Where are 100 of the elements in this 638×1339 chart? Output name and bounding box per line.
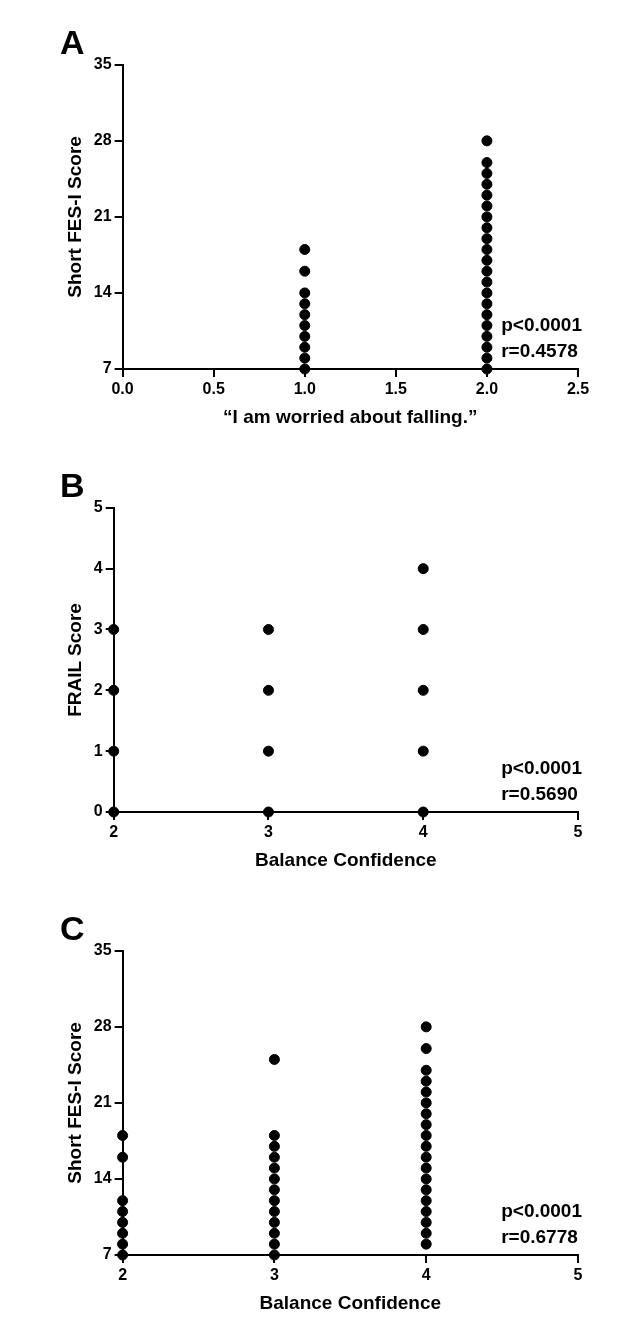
y-tick-label: 7 [102, 1245, 112, 1263]
y-tick-label: 35 [93, 941, 112, 959]
annotation: p<0.0001 [501, 756, 583, 778]
point [108, 745, 120, 757]
annotation: p<0.0001 [501, 313, 583, 335]
point [117, 1206, 129, 1218]
point [420, 1043, 432, 1055]
chart-title: C [60, 908, 85, 947]
point [117, 1129, 129, 1141]
point [481, 309, 493, 321]
x-tick-label: 4 [418, 823, 428, 841]
point [420, 1129, 432, 1141]
point [268, 1140, 280, 1152]
point [299, 265, 311, 277]
point [417, 623, 429, 635]
point [262, 745, 274, 757]
point [420, 1108, 432, 1120]
point [420, 1173, 432, 1185]
point [262, 684, 274, 696]
point [420, 1151, 432, 1163]
point [268, 1162, 280, 1174]
point [481, 200, 493, 212]
point [299, 298, 311, 310]
y-axis-title: Short FES-I Score [63, 1022, 85, 1184]
point [268, 1216, 280, 1228]
point [420, 1064, 432, 1076]
point [481, 287, 493, 299]
x-tick-label: 2.5 [566, 380, 590, 398]
annotation: r=0.5690 [501, 782, 578, 804]
point [420, 1195, 432, 1207]
point [481, 243, 493, 255]
point [420, 1238, 432, 1250]
x-tick-label: 1.0 [293, 380, 316, 398]
point [481, 330, 493, 342]
point [268, 1173, 280, 1185]
chart-title: B [60, 465, 85, 504]
y-tick-label: 2 [93, 680, 103, 698]
point [417, 563, 429, 575]
x-tick-label: 1.5 [384, 380, 408, 398]
point [108, 684, 120, 696]
point [268, 1206, 280, 1218]
point [420, 1086, 432, 1098]
point [481, 135, 493, 147]
x-tick-label: 2 [118, 1266, 128, 1284]
y-tick-label: 21 [93, 207, 112, 225]
point [117, 1151, 129, 1163]
y-tick-label: 0 [93, 802, 103, 820]
point [481, 167, 493, 179]
point [420, 1119, 432, 1131]
x-axis-title: “I am worried about falling.” [223, 405, 478, 427]
annotation: r=0.4578 [501, 339, 578, 361]
point [268, 1238, 280, 1250]
x-tick-label: 4 [421, 1266, 431, 1284]
point [268, 1129, 280, 1141]
point [299, 363, 311, 375]
point [481, 363, 493, 375]
point [268, 1184, 280, 1196]
y-tick-label: 21 [93, 1093, 112, 1111]
y-axis-title: Short FES-I Score [63, 136, 85, 298]
point [417, 684, 429, 696]
point [420, 1097, 432, 1109]
point [481, 233, 493, 245]
y-tick-label: 3 [93, 619, 103, 637]
y-axis-title: FRAIL Score [63, 603, 85, 717]
x-tick-label: 2.0 [475, 380, 499, 398]
x-tick-label: 0.0 [111, 380, 134, 398]
point [481, 254, 493, 266]
y-tick-label: 4 [93, 559, 103, 577]
point [420, 1184, 432, 1196]
point [420, 1162, 432, 1174]
point [299, 287, 311, 299]
x-tick-label: 3 [269, 1266, 279, 1284]
point [481, 189, 493, 201]
x-tick-label: 0.5 [202, 380, 225, 398]
y-tick-label: 5 [93, 498, 103, 516]
point [481, 211, 493, 223]
point [117, 1227, 129, 1239]
point [420, 1075, 432, 1087]
point [481, 298, 493, 310]
y-tick-label: 28 [93, 1017, 112, 1035]
point [420, 1140, 432, 1152]
y-tick-label: 1 [93, 741, 103, 759]
point [117, 1216, 129, 1228]
point [481, 320, 493, 332]
point [262, 623, 274, 635]
point [268, 1249, 280, 1261]
point [268, 1151, 280, 1163]
point [299, 309, 311, 321]
x-axis-title: Balance Confidence [259, 1291, 442, 1313]
point [262, 806, 274, 818]
point [420, 1206, 432, 1218]
point [420, 1227, 432, 1239]
point [299, 341, 311, 353]
point [481, 222, 493, 234]
point [481, 157, 493, 169]
point [268, 1227, 280, 1239]
point [481, 265, 493, 277]
point [268, 1195, 280, 1207]
point [481, 276, 493, 288]
annotation: r=0.6778 [501, 1225, 578, 1247]
